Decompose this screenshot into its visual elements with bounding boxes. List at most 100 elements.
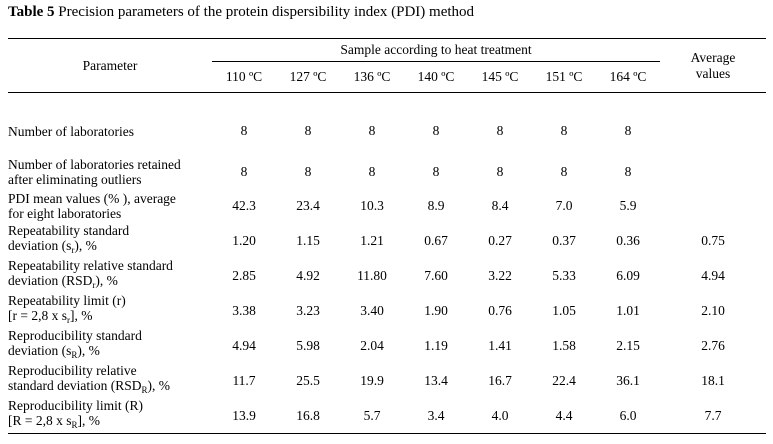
- parameter-label-line1: Repeatability limit (r): [8, 293, 126, 308]
- value-cell: 3.22: [488, 267, 512, 283]
- parameter-label-line2: [r = 2,8 x sr], %: [8, 308, 93, 325]
- table-row: Repeatability relative standard deviation…: [8, 258, 766, 293]
- value-cell: 8.9: [427, 198, 445, 213]
- temperature-header: 136 ºC: [340, 61, 404, 92]
- value-cell: 8: [240, 123, 248, 138]
- value-cell: 36.1: [616, 372, 640, 388]
- temperature-header: 164 ºC: [596, 61, 660, 92]
- value-cell: 0.36: [616, 232, 640, 248]
- parameter-label-line2: [R = 2,8 x sR], %: [8, 413, 101, 430]
- value-cell: 0.67: [424, 232, 448, 248]
- value-cell: 42.3: [232, 198, 256, 213]
- value-cell: 4.4: [532, 398, 596, 434]
- table-number: Table 5: [8, 4, 55, 20]
- parameter-label-line1: Reproducibility limit (R): [8, 398, 143, 413]
- value-cell: 6.0: [596, 398, 660, 434]
- value-cell: 8: [624, 123, 632, 138]
- average-header-line2: values: [695, 65, 731, 81]
- parameter-label: Number of laboratories retained after eli…: [8, 155, 212, 189]
- value-cell: 5.7: [340, 398, 404, 434]
- value-cell: 19.9: [360, 372, 384, 388]
- table-body: Number of laboratories 8 8 8 8 8 8 8 Number of l…: [8, 93, 766, 434]
- average-cell: 18.1: [701, 372, 725, 388]
- average-cell: 7.7: [660, 398, 766, 434]
- value-cell: 16.8: [276, 398, 340, 434]
- precision-table: Parameter Sample according to heat treat…: [8, 38, 766, 434]
- value-cell: 8: [560, 123, 568, 138]
- value-cell: 13.4: [424, 372, 448, 388]
- value-cell: 3.4: [404, 398, 468, 434]
- value-cell: 1.20: [232, 232, 256, 248]
- table-row: Repeatability limit (r) [r = 2,8 x sr], %…: [8, 293, 766, 328]
- average-cell: [660, 155, 766, 189]
- value-cell: 8: [368, 123, 376, 138]
- table-caption: Table 5 Precision parameters of the prot…: [8, 4, 474, 21]
- value-cell: 0.76: [488, 302, 512, 318]
- value-cell: 8: [496, 164, 504, 179]
- value-cell: 4.0: [468, 398, 532, 434]
- value-cell: 5.33: [552, 267, 576, 283]
- value-cell: 8: [368, 164, 376, 179]
- average-cell: 2.10: [701, 302, 725, 318]
- value-cell: 1.90: [424, 302, 448, 318]
- parameter-label-line2: for eight laboratories: [8, 206, 122, 221]
- average-cell: 4.94: [701, 267, 725, 283]
- subscript: r: [66, 315, 70, 325]
- value-cell: 11.80: [357, 267, 387, 283]
- value-cell: 13.9: [212, 398, 276, 434]
- subscript: R: [71, 420, 78, 430]
- table-row: PDI mean values (% ), average for eight l…: [8, 189, 766, 223]
- value-cell: 1.21: [360, 232, 384, 248]
- table-header: Parameter Sample according to heat treat…: [8, 38, 766, 93]
- table-row: Reproducibility limit (R) [R = 2,8 x sR],…: [8, 398, 766, 434]
- value-cell: 4.94: [232, 337, 256, 353]
- value-cell: 3.38: [232, 302, 256, 318]
- value-cell: 1.19: [424, 337, 448, 353]
- table-row: Number of laboratories 8 8 8 8 8 8 8: [8, 93, 766, 156]
- subscript: r: [71, 245, 75, 255]
- temperature-header: 140 ºC: [404, 61, 468, 92]
- value-cell: 2.04: [360, 337, 384, 353]
- value-cell: 8: [624, 164, 632, 179]
- parameter-label: Repeatability standard deviation (sr), %: [8, 223, 212, 258]
- parameter-label-line2: deviation (RSDr), %: [8, 273, 118, 290]
- parameter-label-line1: Number of laboratories retained: [8, 157, 181, 172]
- average-cell: [660, 189, 766, 223]
- value-cell: 1.15: [296, 232, 320, 248]
- parameter-label-line2: standard deviation (RSDR), %: [8, 378, 170, 395]
- parameter-label: Reproducibility standard deviation (sR), …: [8, 328, 212, 363]
- parameter-label: Repeatability limit (r) [r = 2,8 x sr], %: [8, 293, 212, 328]
- table-title: Precision parameters of the protein disp…: [58, 4, 475, 20]
- value-cell: 8: [432, 164, 440, 179]
- value-cell: 8: [560, 164, 568, 179]
- average-cell: 2.76: [701, 337, 725, 353]
- parameter-label-line1: Repeatability relative standard: [8, 258, 173, 273]
- value-cell: 0.27: [488, 232, 512, 248]
- value-cell: 8.4: [491, 198, 509, 213]
- parameter-label-line1: Reproducibility relative: [8, 363, 137, 378]
- value-cell: 6.09: [616, 267, 640, 283]
- sample-group-header: Sample according to heat treatment: [340, 42, 532, 57]
- table-row: Number of laboratories retained after eli…: [8, 155, 766, 189]
- temperature-header: 110 ºC: [212, 61, 276, 92]
- value-cell: 5.9: [619, 198, 637, 213]
- value-cell: 7.60: [424, 267, 448, 283]
- value-cell: 23.4: [296, 198, 320, 213]
- average-cell: 0.75: [701, 232, 725, 248]
- parameter-label-line1: PDI mean values (% ), average: [8, 191, 176, 206]
- subscript: r: [92, 280, 96, 290]
- value-cell: 2.15: [616, 337, 640, 353]
- temperature-header: 151 ºC: [532, 61, 596, 92]
- value-cell: 8: [432, 123, 440, 138]
- average-cell: [660, 93, 766, 156]
- value-cell: 8: [304, 164, 312, 179]
- value-cell: 5.98: [296, 337, 320, 353]
- value-cell: 1.58: [552, 337, 576, 353]
- value-cell: 1.01: [616, 302, 640, 318]
- value-cell: 8: [304, 123, 312, 138]
- parameter-label-line1: Repeatability standard: [8, 223, 130, 238]
- parameter-label-line2: after eliminating outliers: [8, 172, 142, 187]
- value-cell: 1.05: [552, 302, 576, 318]
- subscript: R: [71, 350, 78, 360]
- temperature-header: 127 ºC: [276, 61, 340, 92]
